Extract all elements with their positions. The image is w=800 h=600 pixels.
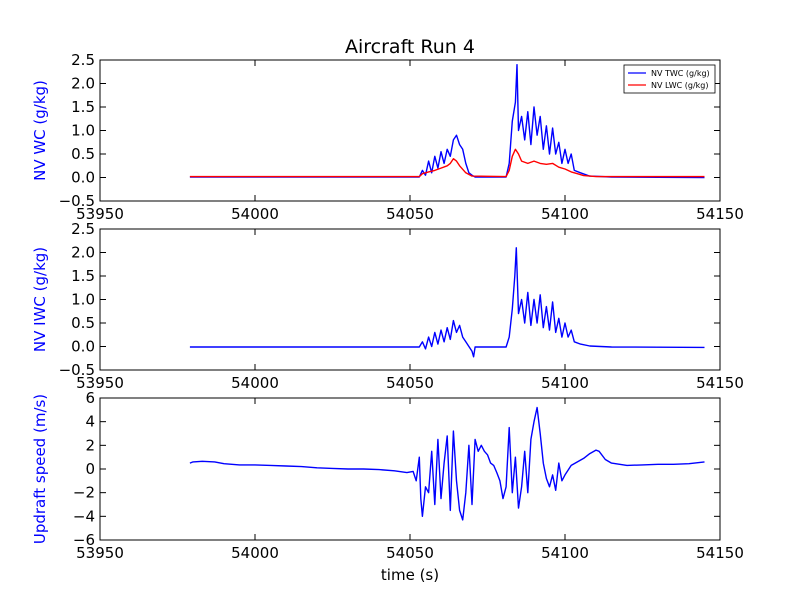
series-line-2 <box>189 148 705 178</box>
y-tick-label: 0 <box>85 460 95 478</box>
x-tick-label: 54000 <box>231 544 279 562</box>
series-line-1 <box>189 247 705 358</box>
chart-title: Aircraft Run 4 <box>345 36 475 58</box>
y-tick-label: 0.5 <box>71 314 95 332</box>
legend-label: NV TWC (g/kg) <box>651 69 710 78</box>
x-axis-label: time (s) <box>381 566 439 584</box>
y-tick-label: 1.5 <box>71 98 95 116</box>
x-tick-label: 53950 <box>76 374 124 392</box>
y-tick-label: 2 <box>85 436 95 454</box>
y-tick-label: −6 <box>73 531 95 549</box>
x-tick-label: 54050 <box>386 544 434 562</box>
y-axis-label: Updraft speed (m/s) <box>31 394 49 544</box>
series-line-1 <box>189 64 705 179</box>
y-tick-label: 0.5 <box>71 145 95 163</box>
x-tick-label: 54150 <box>696 205 744 223</box>
y-tick-label: −2 <box>73 484 95 502</box>
y-tick-label: 0.0 <box>71 169 95 187</box>
panel-2: 53950 54000 54050 54100 54150 −0.5 0.0 0.5 1.0 1.… <box>31 220 744 392</box>
panel-1: 53950 54000 54050 54100 54150 −0.5 0.0 0.5 1.0 1.… <box>31 51 744 223</box>
y-axis-label: NV WC (g/kg) <box>31 80 49 181</box>
y-tick-label: 4 <box>85 413 95 431</box>
series-line-1 <box>189 406 705 521</box>
x-tick-label: 54050 <box>386 205 434 223</box>
y-tick-label: 0.0 <box>71 338 95 356</box>
legend-label: NV LWC (g/kg) <box>651 81 709 90</box>
y-tick-label: 1.5 <box>71 267 95 285</box>
panel-3: 53950 54000 54050 54100 54150 −6 −4 −2 0 2 4 6 Updra… <box>31 389 744 584</box>
legend-box <box>623 64 716 94</box>
x-tick-label: 54100 <box>541 374 589 392</box>
y-tick-label: −4 <box>73 507 95 525</box>
y-tick-label: 1.0 <box>71 291 95 309</box>
x-tick-label: 53950 <box>76 544 124 562</box>
y-tick-label: −0.5 <box>59 361 95 379</box>
y-tick-label: 2.5 <box>71 51 95 69</box>
x-tick-label: 53950 <box>76 205 124 223</box>
x-tick-label: 54050 <box>386 374 434 392</box>
y-axis-label: NV IWC (g/kg) <box>31 247 49 352</box>
x-tick-label: 54150 <box>696 374 744 392</box>
y-tick-label: 6 <box>85 389 95 407</box>
x-tick-label: 54150 <box>696 544 744 562</box>
y-tick-label: 2.5 <box>71 220 95 238</box>
y-tick-label: 2.0 <box>71 75 95 93</box>
x-tick-label: 54100 <box>541 544 589 562</box>
x-tick-label: 54000 <box>231 205 279 223</box>
x-tick-label: 54100 <box>541 205 589 223</box>
y-tick-label: −0.5 <box>59 192 95 210</box>
x-tick-label: 54000 <box>231 374 279 392</box>
y-tick-label: 2.0 <box>71 244 95 262</box>
y-tick-label: 1.0 <box>71 122 95 140</box>
